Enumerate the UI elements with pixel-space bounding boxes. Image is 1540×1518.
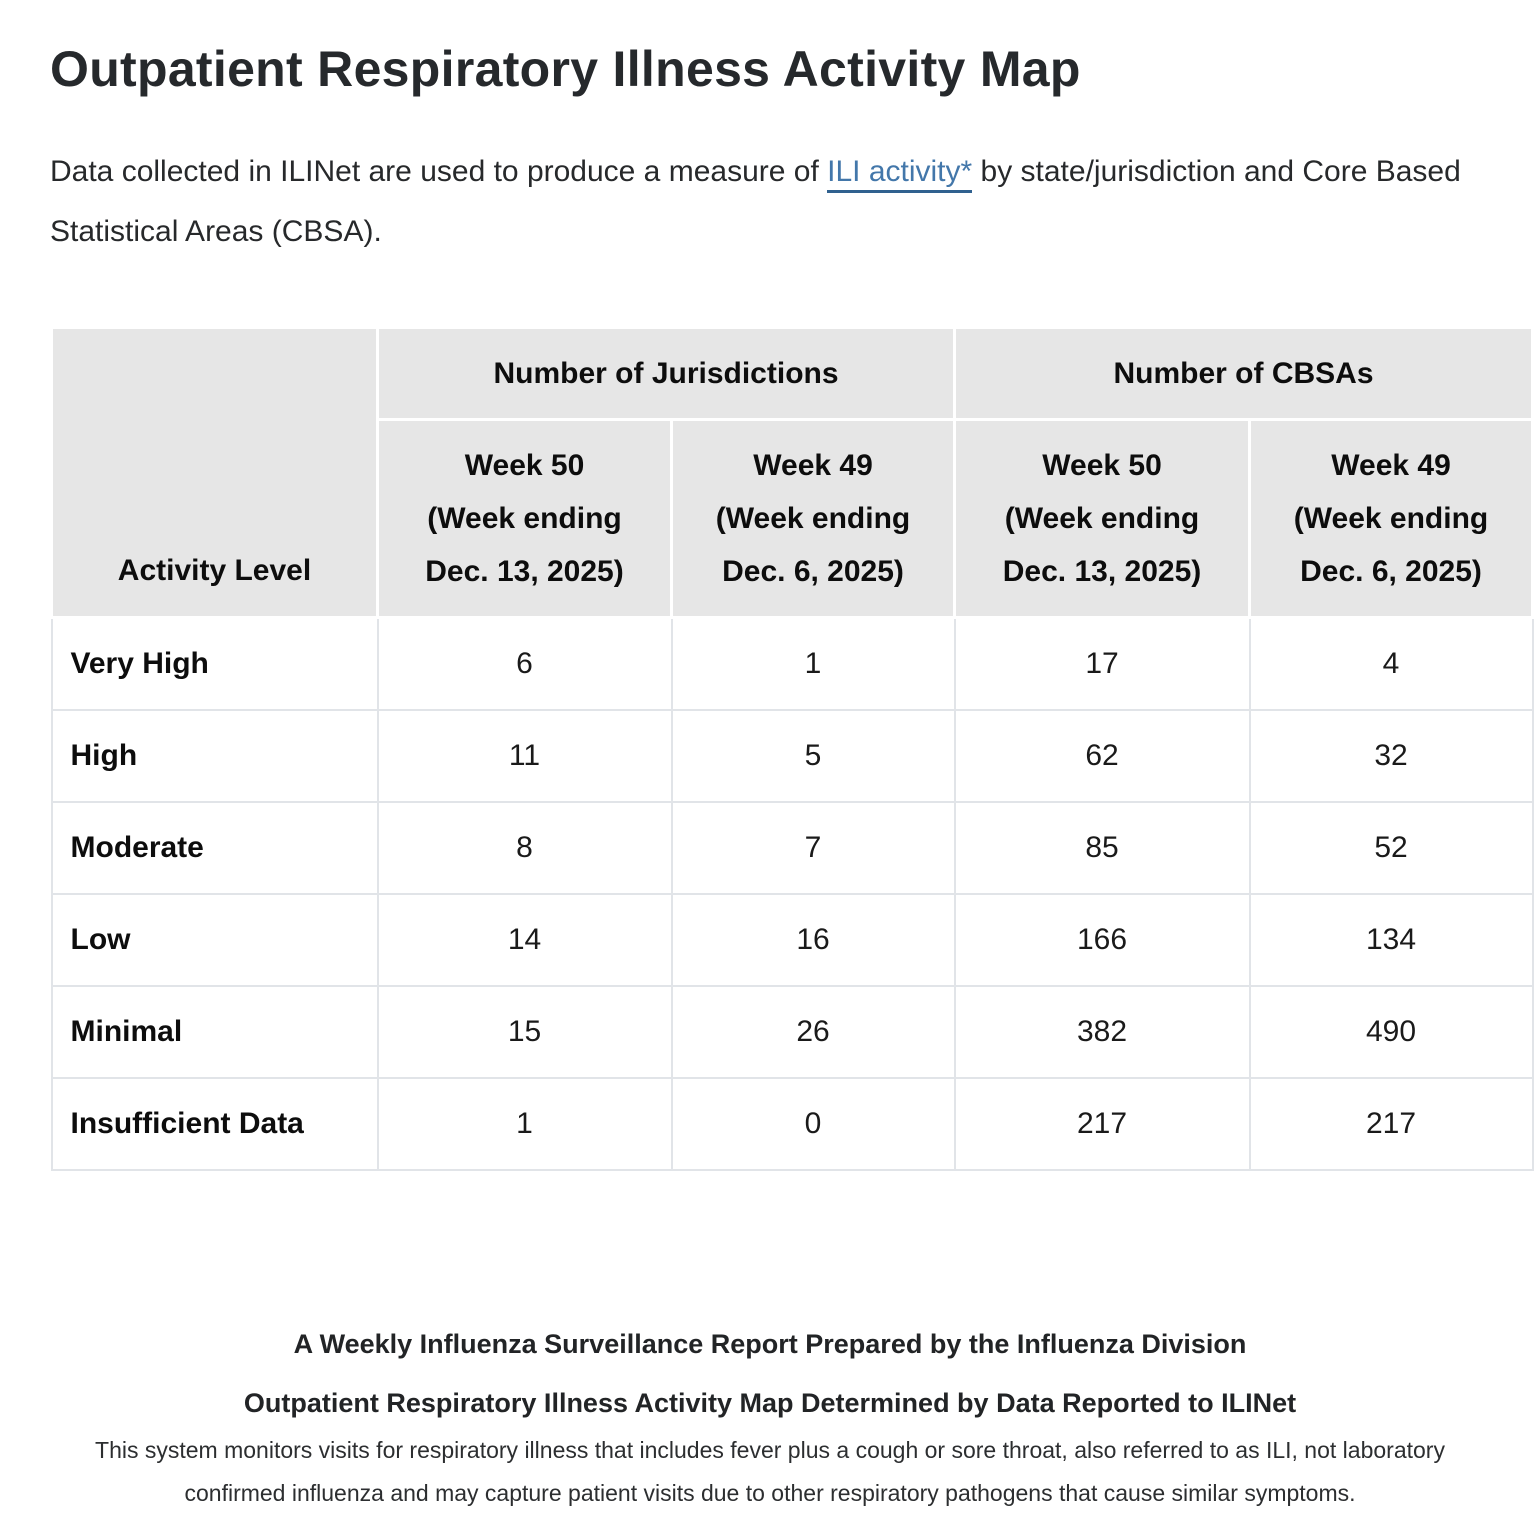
row-label: Low (50, 892, 379, 987)
footer-map-title: Outpatient Respiratory Illness Activity … (243, 1387, 1297, 1418)
table-row-minimal: Minimal 15 26 382 490 (50, 984, 1534, 1079)
cell-value: 5 (670, 708, 956, 803)
cell-value: 26 (670, 984, 956, 1079)
cell-value: 17 (953, 616, 1251, 711)
activity-table-body: Very High 6 1 17 4 High 11 5 62 32 Moder… (50, 616, 1534, 1171)
cell-value: 11 (376, 708, 673, 803)
column-header-jurisdictions-week-50: Week 50 (Week ending Dec. 13, 2025) (376, 418, 673, 619)
page-title: Outpatient Respiratory Illness Activity … (50, 41, 1081, 97)
ili-activity-link[interactable]: ILI activity* (827, 155, 973, 193)
footer-report-title: A Weekly Influenza Surveillance Report P… (293, 1328, 1247, 1359)
cell-value: 1 (376, 1076, 673, 1171)
cell-value: 52 (1248, 800, 1534, 895)
intro-text: Data collected in ILINet are used to pro… (50, 142, 1470, 262)
report-footer: A Weekly Influenza Surveillance Report P… (50, 1329, 1490, 1515)
group-header-row: Activity Level Number of Jurisdictions N… (50, 326, 1535, 619)
cell-value: 32 (1248, 708, 1534, 803)
cell-value: 16 (670, 892, 956, 987)
group-header-jurisdictions: Number of Jurisdictions (375, 326, 957, 421)
cell-value: 134 (1248, 892, 1534, 987)
table-row-high: High 11 5 62 32 (50, 708, 1534, 803)
column-header-jurisdictions-week-49: Week 49 (Week ending Dec. 6, 2025) (669, 418, 957, 619)
row-label: Minimal (50, 984, 379, 1079)
cell-value: 4 (1248, 616, 1534, 711)
intro-text-after: by state/jurisdiction and Core Based Sta… (50, 155, 1461, 248)
group-header-cbsas: Number of CBSAs (953, 326, 1535, 421)
row-label: Very High (50, 616, 379, 711)
cell-value: 490 (1248, 984, 1534, 1079)
cell-value: 217 (953, 1076, 1251, 1171)
column-header-cbsas-week-50: Week 50 (Week ending Dec. 13, 2025) (953, 418, 1252, 619)
cell-value: 14 (376, 892, 673, 987)
table-row-moderate: Moderate 8 7 85 52 (50, 800, 1534, 895)
table-row-very-high: Very High 6 1 17 4 (50, 616, 1534, 711)
row-label: Moderate (50, 800, 379, 895)
cell-value: 85 (953, 800, 1251, 895)
activity-table-header: Activity Level Number of Jurisdictions N… (50, 326, 1535, 619)
table-row-low: Low 14 16 166 134 (50, 892, 1534, 987)
table-row-insufficient-data: Insufficient Data 1 0 217 217 (50, 1076, 1534, 1171)
row-label: High (50, 708, 379, 803)
cell-value: 166 (953, 892, 1251, 987)
cell-value: 382 (953, 984, 1251, 1079)
cell-value: 8 (376, 800, 673, 895)
footer-description: This system monitors visits for respirat… (95, 1436, 1445, 1506)
column-header-cbsas-week-49: Week 49 (Week ending Dec. 6, 2025) (1248, 418, 1535, 619)
cell-value: 62 (953, 708, 1251, 803)
cell-value: 15 (376, 984, 673, 1079)
cell-value: 7 (670, 800, 956, 895)
week-header-row: Week 50 (Week ending Dec. 13, 2025) Week… (52, 418, 1535, 619)
cell-value: 6 (376, 616, 673, 711)
cell-value: 0 (670, 1076, 956, 1171)
cell-value: 1 (670, 616, 956, 711)
activity-table: Activity Level Number of Jurisdictions N… (50, 326, 1535, 1171)
row-label: Insufficient Data (50, 1076, 379, 1171)
cell-value: 217 (1248, 1076, 1534, 1171)
column-header-activity-level: Activity Level (50, 326, 379, 619)
intro-text-before: Data collected in ILINet are used to pro… (50, 155, 828, 188)
